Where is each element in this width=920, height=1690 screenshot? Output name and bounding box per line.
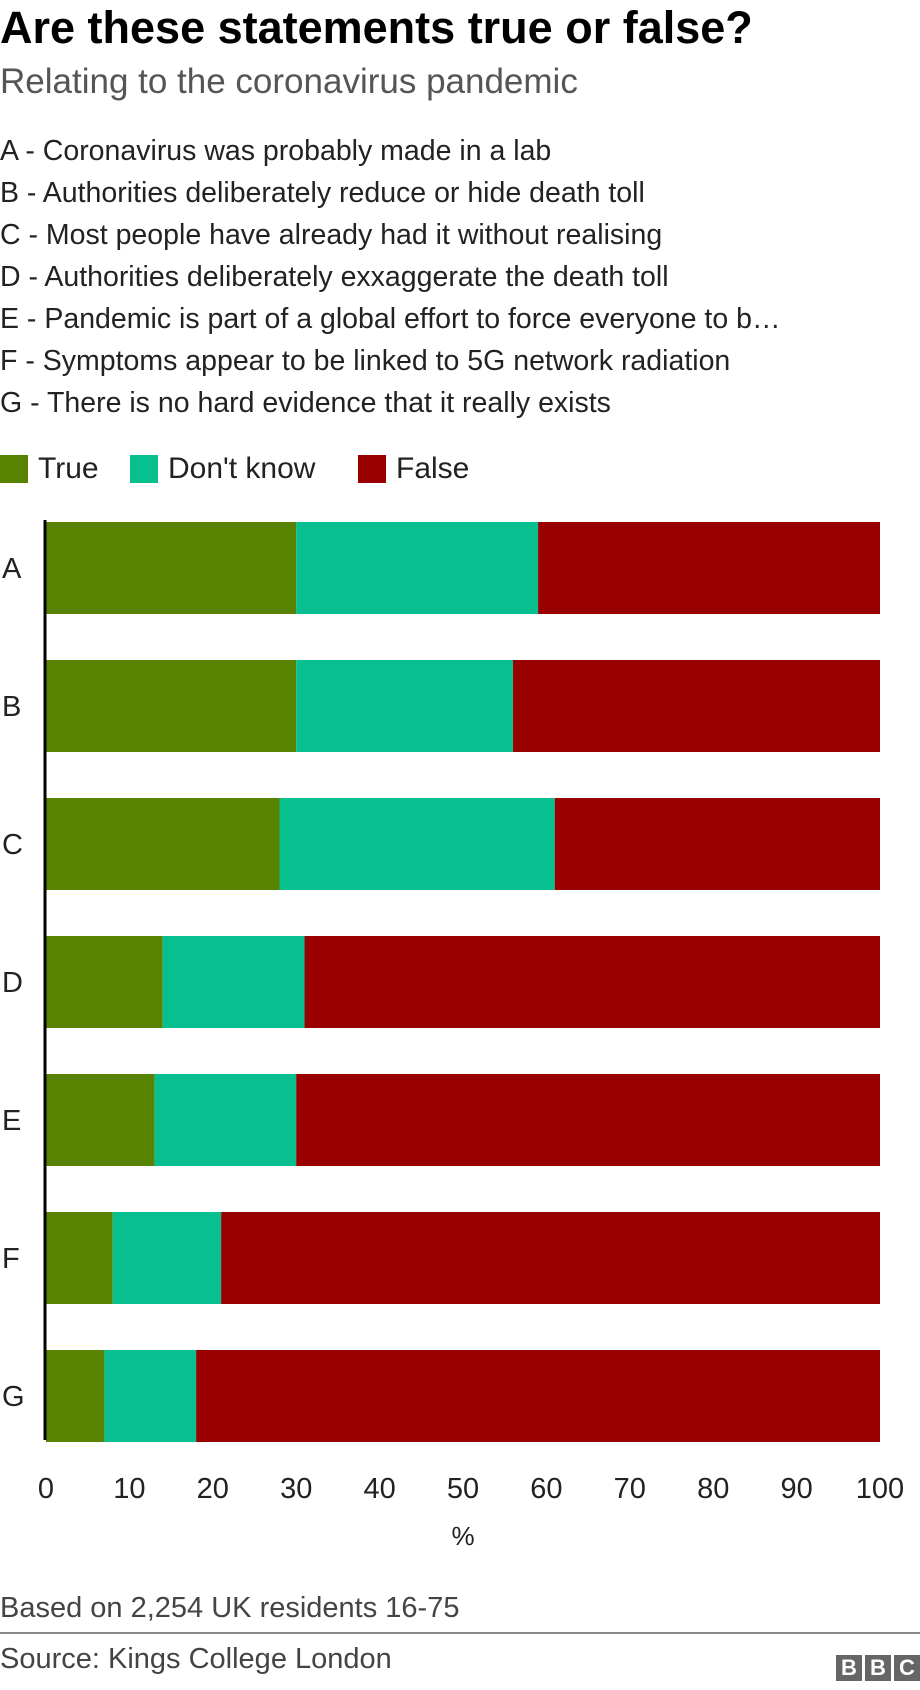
bar-f-true	[46, 1212, 113, 1304]
x-axis-label: %	[451, 1521, 474, 1551]
bar-e-true	[46, 1074, 155, 1166]
bar-e-dontknow	[154, 1074, 297, 1166]
stacked-bar-chart: A B C D E F G 0 10 20 30 40 50 60 70 80 90 100%	[2, 520, 904, 1551]
y-tick-label: G	[2, 1381, 25, 1413]
x-tick-label: 90	[780, 1473, 812, 1505]
bar-a-true	[46, 522, 297, 614]
legend-swatch	[130, 455, 158, 483]
x-tick-label: 100	[856, 1473, 904, 1505]
statement-a: A - Coronavirus was probably made in a l…	[0, 135, 552, 167]
bar-b-false	[513, 660, 880, 752]
y-tick-label: D	[2, 967, 23, 999]
legend-item-1: Don't know	[130, 452, 315, 486]
x-tick-label: 0	[38, 1473, 54, 1505]
statement-b: B - Authorities deliberately reduce or h…	[0, 177, 645, 209]
bbc-logo-c: C	[894, 1655, 920, 1681]
bar-c-true	[46, 798, 280, 890]
y-tick-label: C	[2, 829, 23, 861]
y-tick-label: B	[2, 691, 21, 723]
y-tick-label: F	[2, 1243, 20, 1275]
bar-d-true	[46, 936, 163, 1028]
bar-g-dontknow	[104, 1350, 197, 1442]
bar-c-dontknow	[279, 798, 555, 890]
bbc-logo-b2: B	[865, 1655, 891, 1681]
statement-e: E - Pandemic is part of a global effort …	[0, 303, 781, 335]
x-tick-label: 10	[113, 1473, 145, 1505]
bar-a-dontknow	[296, 522, 539, 614]
bbc-logo-b1: B	[836, 1655, 862, 1681]
statement-f: F - Symptoms appear to be linked to 5G n…	[0, 345, 731, 377]
bar-g-false	[196, 1350, 880, 1442]
bar-f-false	[221, 1212, 880, 1304]
bar-c-false	[554, 798, 880, 890]
x-tick-label: 80	[697, 1473, 729, 1505]
legend-label: Don't know	[168, 452, 316, 485]
footer-divider	[0, 1632, 920, 1634]
statement-g: G - There is no hard evidence that it re…	[0, 387, 611, 419]
statement-d: D - Authorities deliberately exxaggerate…	[0, 261, 669, 293]
source-text: Source: Kings College London	[0, 1643, 392, 1675]
x-tick-label: 20	[197, 1473, 229, 1505]
bar-e-false	[296, 1074, 880, 1166]
legend-swatch	[358, 455, 386, 483]
legend-item-2: False	[358, 452, 469, 486]
legend-label: False	[396, 452, 470, 485]
legend-item-0: True	[0, 452, 99, 486]
x-tick-label: 70	[614, 1473, 646, 1505]
x-tick-label: 60	[530, 1473, 562, 1505]
chart-subtitle: Relating to the coronavirus pandemic	[0, 62, 578, 101]
bar-f-dontknow	[112, 1212, 222, 1304]
bar-d-dontknow	[162, 936, 305, 1028]
legend-label: True	[38, 452, 99, 485]
y-tick-label: A	[2, 553, 22, 585]
bar-a-false	[538, 522, 880, 614]
bar-b-dontknow	[296, 660, 514, 752]
x-tick-label: 50	[447, 1473, 479, 1505]
legend-swatch	[0, 455, 28, 483]
x-tick-label: 40	[363, 1473, 395, 1505]
statement-c: C - Most people have already had it with…	[0, 219, 663, 251]
bar-g-true	[46, 1350, 105, 1442]
x-tick-label: 30	[280, 1473, 312, 1505]
bar-b-true	[46, 660, 297, 752]
sample-note: Based on 2,254 UK residents 16-75	[0, 1592, 460, 1624]
chart-title: Are these statements true or false?	[0, 2, 753, 53]
y-tick-label: E	[2, 1105, 21, 1137]
bar-d-false	[304, 936, 880, 1028]
